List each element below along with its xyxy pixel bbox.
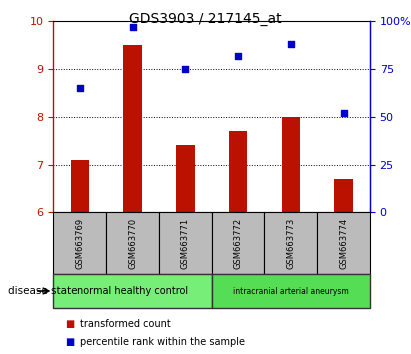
Text: disease state: disease state — [8, 286, 78, 296]
Bar — [71, 160, 89, 212]
Text: ■: ■ — [65, 337, 74, 347]
Bar — [282, 117, 300, 212]
Point — [287, 41, 294, 47]
Point — [76, 85, 83, 91]
Text: GSM663774: GSM663774 — [339, 218, 348, 269]
Bar — [317, 212, 370, 274]
Text: GDS3903 / 217145_at: GDS3903 / 217145_at — [129, 12, 282, 27]
Text: GSM663770: GSM663770 — [128, 218, 137, 269]
Bar — [334, 179, 353, 212]
Bar — [53, 212, 106, 274]
Text: transformed count: transformed count — [80, 319, 171, 329]
Point — [340, 110, 347, 116]
Bar — [264, 212, 317, 274]
Bar — [53, 274, 212, 308]
Text: normal healthy control: normal healthy control — [77, 286, 188, 296]
Text: GSM663772: GSM663772 — [233, 218, 242, 269]
Text: GSM663769: GSM663769 — [75, 218, 84, 269]
Point — [182, 66, 189, 72]
Point — [129, 24, 136, 30]
Bar — [212, 274, 370, 308]
Text: ■: ■ — [65, 319, 74, 329]
Bar — [212, 212, 264, 274]
Bar — [123, 45, 142, 212]
Text: intracranial arterial aneurysm: intracranial arterial aneurysm — [233, 287, 349, 296]
Point — [235, 53, 241, 58]
Text: percentile rank within the sample: percentile rank within the sample — [80, 337, 245, 347]
Bar — [229, 131, 247, 212]
Text: GSM663773: GSM663773 — [286, 218, 295, 269]
Text: GSM663771: GSM663771 — [181, 218, 190, 269]
Bar — [176, 145, 194, 212]
Bar — [159, 212, 212, 274]
Bar — [106, 212, 159, 274]
